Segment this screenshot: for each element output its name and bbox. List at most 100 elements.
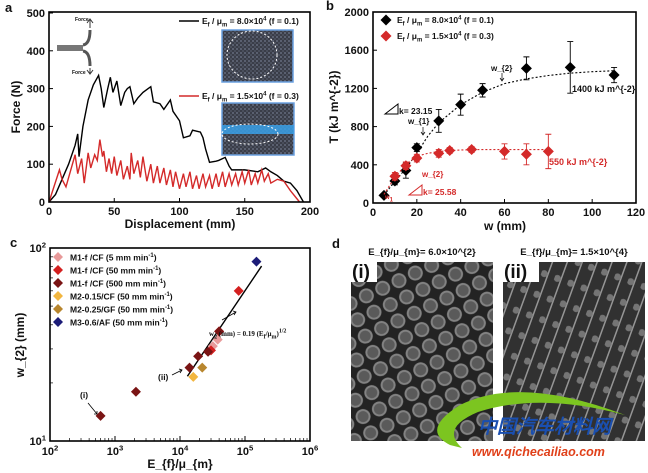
y-tick-label: 2000	[345, 7, 369, 19]
y-tick-label: 800	[351, 122, 369, 134]
data-point	[197, 362, 208, 373]
legend-label-6: M3-0.6/AF (50 mm min-1)	[70, 318, 168, 328]
legend-marker-6	[53, 317, 63, 327]
legend-label-4: M2-0.15/CF (50 mm min-1)	[70, 292, 173, 302]
legend-marker-1	[53, 252, 63, 262]
y-tick-label: 500	[27, 8, 45, 20]
data-point	[188, 371, 199, 382]
plateau-label-1: 1400 kJ m^{-2}	[572, 84, 636, 94]
legend-marker-2	[53, 265, 63, 275]
x-tick-label: 50	[108, 206, 120, 218]
data-point	[214, 326, 225, 337]
x-axis-title: w (mm)	[483, 219, 526, 233]
x-tick-label: 20	[411, 207, 423, 219]
x-tick-label: 104	[172, 444, 189, 458]
x-tick-label: 100	[170, 206, 188, 218]
data-point	[184, 362, 195, 373]
plateau-label-2: 550 kJ m^{-2}	[549, 157, 608, 167]
data-point	[433, 147, 445, 159]
data-point	[455, 99, 467, 111]
arrow-icon	[87, 402, 98, 415]
fit-equation: w2 (mm) = 0.19 (Ef/μm)1/2	[209, 329, 286, 341]
panel-label-d: d	[332, 236, 340, 251]
data-point	[203, 346, 214, 357]
data-point	[542, 145, 554, 157]
x-tick-label: 0	[370, 207, 376, 219]
legend-label-3: M1-f /CF (500 mm min-1)	[70, 279, 166, 289]
image-label-bg	[349, 260, 377, 282]
sem-image-label-1: (i)	[352, 262, 370, 283]
data-point	[411, 142, 423, 154]
y-tick-label: 101	[29, 434, 46, 448]
legend-marker-3	[53, 278, 63, 288]
data-point	[411, 152, 423, 164]
legend-label-1: Ef / μm = 8.0×104 (f = 0.1)	[202, 16, 299, 29]
force-label-top: Force	[75, 17, 89, 23]
x-axis-title: E_{f}/μ_{m}	[147, 457, 213, 471]
plot-frame-c	[49, 247, 311, 442]
watermark-url: www.qichecailiao.com	[472, 445, 605, 459]
legend-marker-4	[53, 291, 63, 301]
x-tick-label: 60	[498, 207, 510, 219]
slope-annotation-1: k= 23.15	[399, 106, 433, 116]
sem-image-title-1: E_{f}/μ_{m}= 6.0×10^{2}	[368, 247, 476, 258]
arrow-icon	[171, 368, 183, 376]
x-tick-label: 200	[301, 206, 319, 218]
x-tick-label: 102	[42, 444, 59, 458]
watermark-swoosh	[437, 392, 625, 448]
x-tick-label: 105	[237, 444, 254, 458]
x-tick-label: 150	[236, 206, 254, 218]
legend-label-1: Ef / μm = 8.0×104 (f = 0.1)	[397, 15, 494, 28]
arrow-icon	[420, 127, 426, 136]
force-arrows-icon	[86, 18, 94, 75]
x-tick-label: 40	[455, 207, 467, 219]
data-point	[389, 170, 401, 182]
series-line-2	[48, 139, 301, 203]
legend-label-5: M2-0.25/GF (50 mm min-1)	[70, 305, 173, 315]
data-point	[499, 145, 510, 157]
y-axis-title: Force (N)	[9, 81, 23, 134]
w1-marker-black: w_{1}	[407, 117, 429, 126]
x-tick-label: 120	[627, 207, 645, 219]
w1-marker-red: w1	[384, 195, 394, 204]
y-axis-title: w_{2} (mm)	[13, 313, 27, 379]
highlight-ellipse	[221, 123, 279, 145]
data-point	[444, 144, 456, 156]
y-axis-title: T (kJ m^{-2})	[327, 70, 341, 143]
w2-marker-black: w_{2}	[490, 64, 512, 73]
x-tick-label: 106	[302, 444, 319, 458]
sem-image-shade	[503, 262, 645, 441]
data-point	[466, 144, 478, 156]
y-tick-label: 0	[363, 198, 369, 210]
sem-image-title-2: E_{f}/μ_{m}= 1.5×10^{4}	[520, 247, 628, 258]
x-tick-label: 80	[542, 207, 554, 219]
data-point	[130, 386, 141, 397]
force-label-bottom: Force	[72, 70, 86, 76]
legend-label-2: M1-f /CF (50 mm min-1)	[70, 266, 161, 276]
data-point	[193, 351, 204, 362]
data-point	[212, 334, 223, 345]
sem-image-2	[503, 262, 645, 441]
data-point	[477, 84, 489, 96]
specimen-arms	[82, 29, 92, 67]
legend-marker-2	[380, 30, 392, 42]
y-tick-label: 400	[27, 46, 45, 58]
legend-label-2: Ef / μm = 1.5×104 (f = 0.3)	[397, 31, 494, 44]
panel-label-b: b	[326, 0, 334, 13]
annotation-i: (i)	[80, 390, 88, 400]
legend-marker-1	[380, 14, 392, 26]
data-point	[251, 256, 262, 267]
x-axis-title: Displacement (mm)	[125, 217, 236, 231]
y-tick-label: 200	[27, 121, 45, 133]
data-point	[608, 69, 620, 81]
sem-image-label-2: (ii)	[504, 262, 527, 283]
legend-label-2: Ef / μm = 1.5×104 (f = 0.3)	[202, 91, 299, 104]
y-tick-label: 102	[29, 241, 46, 255]
annotation-ii: (ii)	[158, 372, 169, 382]
blue-crack-band	[222, 125, 294, 134]
y-tick-label: 300	[27, 84, 45, 96]
y-tick-label: 1200	[345, 83, 369, 95]
w2-marker-red: w_{2}	[421, 170, 443, 179]
y-tick-label: 100	[27, 159, 45, 171]
